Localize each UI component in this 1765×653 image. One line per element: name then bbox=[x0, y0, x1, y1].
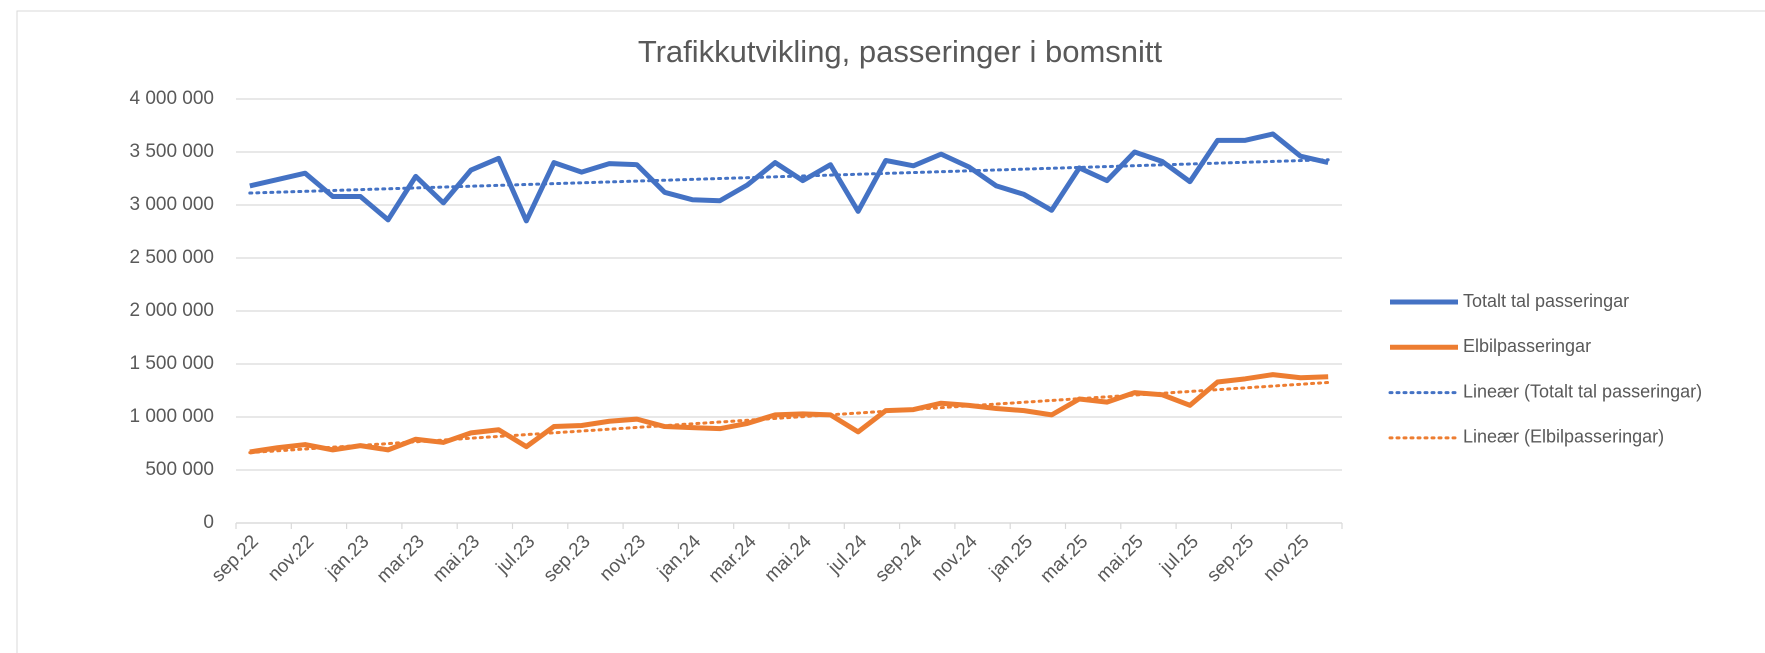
y-tick-label: 0 bbox=[203, 512, 214, 533]
y-tick-label: 4 000 000 bbox=[129, 88, 214, 109]
y-tick-label: 3 000 000 bbox=[129, 194, 214, 215]
y-tick-label: 2 500 000 bbox=[129, 247, 214, 268]
x-tick-label: nov.24 bbox=[928, 531, 982, 585]
x-tick-label: nov.25 bbox=[1259, 531, 1313, 585]
x-tick-label: sep.24 bbox=[871, 531, 926, 586]
x-tick-label: mai.24 bbox=[761, 531, 816, 586]
trend-line bbox=[248, 158, 1330, 195]
x-tick-label: mar.23 bbox=[373, 531, 429, 587]
x-tick-label: jan.24 bbox=[653, 531, 705, 583]
chart-frame bbox=[16, 10, 1765, 653]
x-tick-label: sep.23 bbox=[540, 531, 595, 586]
y-tick-label: 1 000 000 bbox=[129, 406, 214, 427]
legend-label: Lineær (Totalt tal passeringar) bbox=[1463, 381, 1702, 401]
x-tick-label: jul.25 bbox=[1155, 531, 1203, 579]
x-tick-label: jan.23 bbox=[321, 531, 373, 583]
y-tick-label: 1 500 000 bbox=[129, 353, 214, 374]
x-tick-label: mai.23 bbox=[429, 531, 484, 586]
trend-line bbox=[248, 380, 1330, 455]
x-tick-label: sep.25 bbox=[1203, 531, 1258, 586]
y-tick-label: 500 000 bbox=[145, 459, 214, 480]
x-tick-label: jul.24 bbox=[824, 531, 872, 579]
legend-label: Elbilpasseringar bbox=[1463, 336, 1591, 356]
x-tick-label: jan.25 bbox=[985, 531, 1037, 583]
x-tick-label: mai.25 bbox=[1093, 531, 1148, 586]
y-tick-label: 2 000 000 bbox=[129, 300, 214, 321]
x-tick-label: nov.23 bbox=[596, 531, 650, 585]
series-line bbox=[249, 131, 1329, 224]
series-line bbox=[249, 372, 1329, 455]
legend-label: Lineær (Elbilpasseringar) bbox=[1463, 427, 1664, 447]
chart-title: Trafikkutvikling, passeringer i bomsnitt bbox=[638, 34, 1163, 69]
x-tick-label: mar.24 bbox=[705, 531, 761, 587]
legend-label: Totalt tal passeringar bbox=[1463, 291, 1629, 311]
y-tick-label: 3 500 000 bbox=[129, 141, 214, 162]
x-tick-label: jul.23 bbox=[492, 531, 540, 579]
x-tick-label: sep.22 bbox=[208, 531, 263, 586]
x-tick-label: nov.22 bbox=[264, 531, 318, 585]
x-tick-label: mar.25 bbox=[1036, 531, 1092, 587]
